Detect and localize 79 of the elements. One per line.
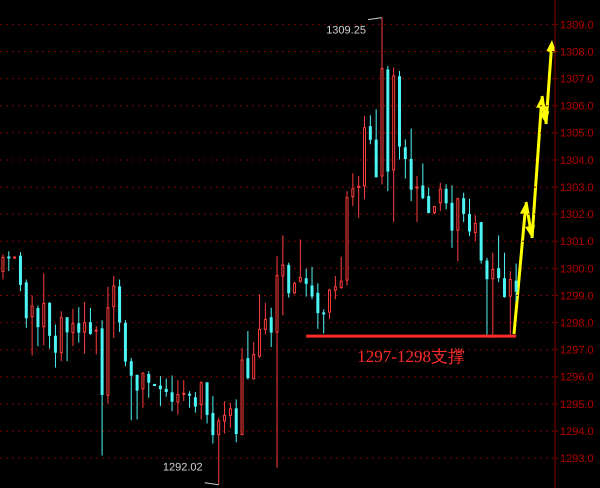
candlestick (170, 374, 174, 412)
y-tick-label: 1308.0 (560, 46, 594, 58)
y-tick-label: 1293.0 (560, 453, 594, 466)
candlestick (474, 214, 477, 242)
candlestick (228, 402, 232, 428)
candlestick (54, 324, 57, 368)
y-tick-label: 1297.0 (560, 344, 594, 357)
candlestick (351, 172, 354, 207)
candlestick (176, 380, 180, 416)
candlestick (322, 308, 326, 334)
candlestick (71, 308, 74, 347)
candlestick (88, 307, 92, 336)
candlestick (298, 238, 302, 284)
candlestick (270, 307, 273, 348)
candlestick (310, 266, 314, 300)
candlestick (200, 380, 203, 420)
candlestick (438, 182, 442, 212)
candlestick (404, 138, 407, 180)
candlestick (304, 268, 308, 298)
y-tick-label: 1298.0 (560, 318, 594, 330)
candlestick (246, 330, 250, 380)
candlestick (497, 234, 500, 283)
candlestick (508, 270, 512, 336)
candlestick (130, 357, 133, 421)
y-tick-label: 1294.0 (560, 426, 594, 438)
candlestick (293, 281, 296, 295)
candlestick (36, 305, 40, 347)
y-tick-label: 1301.0 (560, 236, 594, 248)
y-tick-label: 1300.0 (560, 263, 594, 276)
candlestick (141, 372, 144, 408)
ref-line-label: 1297-1298支撑 (357, 347, 465, 366)
candlestick (66, 316, 69, 362)
candlestick (30, 295, 34, 356)
candlestick (421, 162, 424, 200)
y-tick-label: 1303.0 (560, 182, 594, 194)
candlestick (136, 374, 139, 420)
y-tick-label: 1305.0 (560, 128, 594, 140)
candlestick (223, 400, 226, 434)
candlestick (281, 234, 284, 316)
candlestick (42, 272, 46, 346)
candlestick (368, 114, 372, 145)
candlestick (485, 257, 488, 336)
y-tick-label: 1302.0 (560, 209, 594, 222)
candlestick (444, 184, 448, 210)
candlestick (217, 417, 220, 486)
candlestick (514, 263, 518, 302)
y-tick-label: 1304.0 (560, 154, 594, 167)
y-tick-label: 1299.0 (560, 290, 594, 302)
candlestick (94, 326, 98, 355)
candlestick (158, 376, 162, 407)
candlestick (316, 282, 320, 330)
candlestick (468, 198, 471, 237)
candlestick (77, 306, 80, 344)
candlestick (194, 392, 197, 414)
candlestick (112, 275, 116, 338)
y-tick-label: 1295.0 (560, 398, 594, 411)
candlestick (188, 390, 192, 408)
y-tick-label: 1307.0 (560, 74, 594, 86)
candlestick (147, 370, 150, 398)
y-tick-label: 1296.0 (560, 372, 594, 384)
candlestick (415, 175, 418, 223)
candlestick (211, 396, 214, 444)
candlestick (328, 288, 332, 320)
candlestick (427, 187, 430, 214)
candlestick (83, 302, 86, 354)
candlestick (502, 252, 506, 298)
candlestick (462, 192, 466, 223)
candlestick (164, 378, 168, 398)
y-tick-label: 1309.0 (560, 19, 594, 32)
candlestick (7, 250, 10, 272)
candlestick (340, 256, 343, 290)
annotation: 1292.02 (162, 462, 203, 474)
candlestick (357, 175, 360, 218)
candlestick (264, 302, 267, 336)
y-tick-label: 1306.0 (560, 100, 594, 113)
candlestick (491, 252, 494, 338)
candlestick (334, 275, 337, 300)
candlestick (182, 380, 186, 402)
annotation: 1309.25 (326, 24, 366, 37)
